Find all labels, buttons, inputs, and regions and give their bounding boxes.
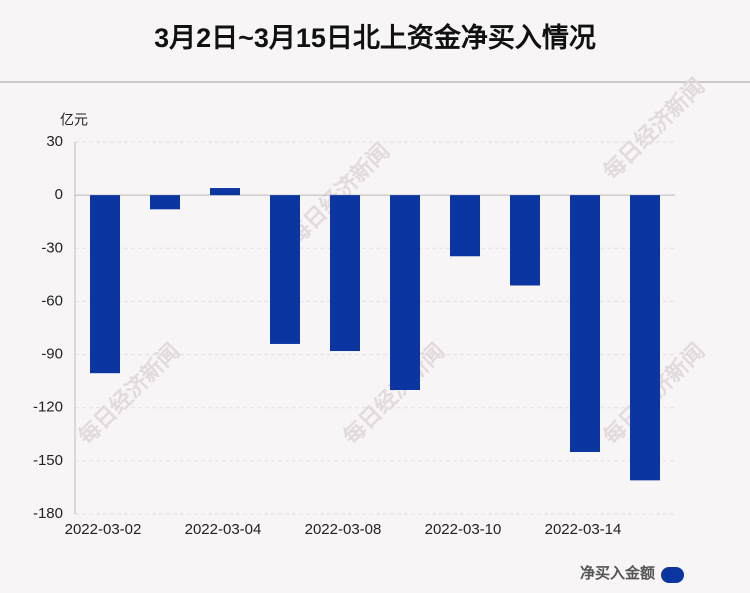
y-tick-label: -120 xyxy=(33,399,63,416)
bar xyxy=(150,195,180,210)
x-tick-label: 2022-03-08 xyxy=(305,521,382,538)
legend-swatch xyxy=(661,567,684,583)
x-tick-label: 2022-03-02 xyxy=(65,521,142,538)
chart-title: 3月2日~3月15日北上资金净买入情况 xyxy=(154,22,596,53)
bar xyxy=(270,195,300,344)
y-tick-label: -60 xyxy=(41,292,63,309)
bar xyxy=(630,195,660,481)
bar xyxy=(390,195,420,390)
x-tick-label: 2022-03-04 xyxy=(185,521,262,538)
bar xyxy=(510,195,540,286)
y-unit: 亿元 xyxy=(60,112,88,128)
bar xyxy=(450,195,480,257)
bar xyxy=(570,195,600,452)
bar xyxy=(330,195,360,352)
bar xyxy=(90,195,120,374)
x-tick-label: 2022-03-14 xyxy=(545,521,622,538)
bar xyxy=(210,188,240,196)
y-tick-label: -90 xyxy=(41,346,63,363)
y-tick-label: -150 xyxy=(33,452,63,469)
x-tick-label: 2022-03-10 xyxy=(425,521,502,538)
legend-label: 净买入金额 xyxy=(580,564,655,582)
y-tick-label: -180 xyxy=(33,505,63,522)
y-tick-label: 30 xyxy=(46,133,63,150)
y-tick-label: 0 xyxy=(55,186,63,203)
y-tick-label: -30 xyxy=(41,239,63,256)
